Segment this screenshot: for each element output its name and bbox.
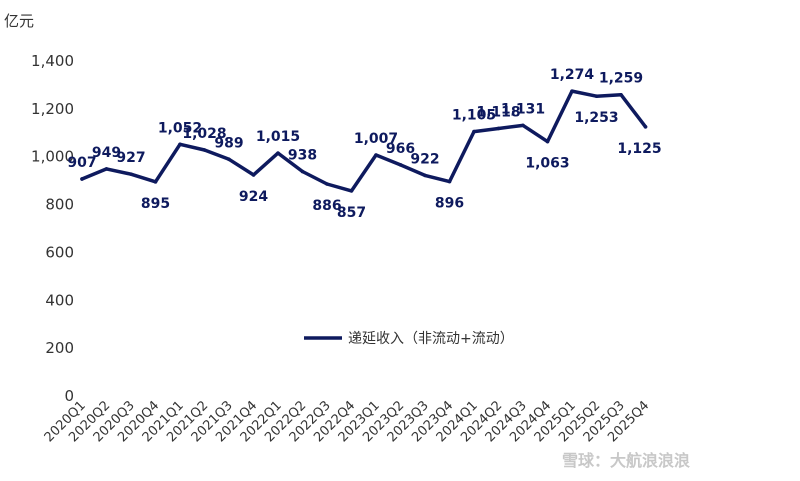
data-label: 895 bbox=[141, 196, 170, 212]
y-axis: 0 200 400 600 800 1,000 1,200 1,400 bbox=[31, 52, 74, 405]
data-label: 1,052 bbox=[158, 120, 202, 136]
data-point bbox=[178, 142, 182, 147]
data-point bbox=[643, 125, 648, 129]
data-point bbox=[153, 180, 158, 184]
data-point bbox=[545, 139, 550, 144]
data-label: 1,007 bbox=[354, 131, 398, 147]
data-point bbox=[398, 163, 403, 167]
data-label: 1,063 bbox=[525, 156, 569, 172]
y-unit-label: 亿元 bbox=[4, 12, 34, 30]
data-point bbox=[447, 179, 452, 184]
data-label: 1,253 bbox=[574, 110, 618, 126]
data-label: 949 bbox=[92, 145, 121, 161]
data-label: 886 bbox=[312, 198, 341, 214]
data-label: 1,259 bbox=[599, 71, 643, 87]
y-tick-label: 1,200 bbox=[31, 100, 74, 118]
data-label: 1,015 bbox=[256, 129, 300, 145]
data-point bbox=[594, 94, 599, 98]
x-axis: 2020Q12020Q22020Q32020Q42021Q12021Q22021… bbox=[42, 398, 653, 445]
data-point bbox=[423, 173, 427, 178]
data-label: 922 bbox=[410, 151, 439, 167]
y-tick-label: 600 bbox=[45, 243, 74, 261]
data-label: 857 bbox=[337, 205, 366, 221]
data-point bbox=[619, 92, 623, 97]
data-labels: 9079499278951,0521,0289899241,0159388868… bbox=[67, 67, 661, 221]
data-point bbox=[251, 173, 256, 177]
data-point bbox=[80, 177, 84, 181]
y-tick-label: 800 bbox=[45, 196, 74, 214]
data-label: 927 bbox=[116, 150, 145, 166]
y-tick-label: 0 bbox=[64, 387, 74, 405]
data-point bbox=[325, 182, 329, 186]
data-label: 966 bbox=[386, 141, 415, 157]
data-point bbox=[202, 148, 207, 152]
data-point bbox=[129, 172, 133, 176]
y-tick-label: 400 bbox=[45, 291, 74, 309]
legend: 递延收入（非流动+流动） bbox=[304, 331, 514, 347]
data-label: 989 bbox=[214, 135, 243, 151]
data-point bbox=[374, 153, 378, 157]
data-label: 1,274 bbox=[550, 67, 595, 83]
data-label: 896 bbox=[435, 196, 464, 212]
series-line bbox=[80, 89, 648, 193]
data-label: 1,125 bbox=[617, 141, 661, 157]
data-label: 1,028 bbox=[182, 126, 226, 142]
data-point bbox=[496, 126, 501, 131]
data-point bbox=[300, 169, 305, 174]
y-tick-label: 200 bbox=[45, 339, 74, 357]
data-label: 1,118 bbox=[476, 104, 520, 120]
data-point bbox=[521, 123, 525, 128]
legend-label: 递延收入（非流动+流动） bbox=[348, 331, 514, 347]
data-point bbox=[570, 89, 574, 93]
data-label: 907 bbox=[67, 155, 96, 171]
y-tick-label: 1,000 bbox=[31, 148, 74, 166]
data-label: 924 bbox=[239, 189, 268, 205]
data-label: 1,131 bbox=[501, 101, 545, 117]
plot-area bbox=[80, 89, 648, 193]
watermark: 雪球：大航浪浪浪 bbox=[562, 451, 690, 470]
data-point bbox=[104, 167, 109, 171]
data-point bbox=[349, 189, 354, 193]
data-point bbox=[276, 151, 280, 155]
y-tick-label: 1,400 bbox=[31, 52, 74, 70]
data-label: 938 bbox=[288, 148, 317, 164]
data-label: 1,105 bbox=[452, 108, 496, 124]
data-point bbox=[472, 129, 476, 134]
data-point bbox=[227, 157, 231, 162]
